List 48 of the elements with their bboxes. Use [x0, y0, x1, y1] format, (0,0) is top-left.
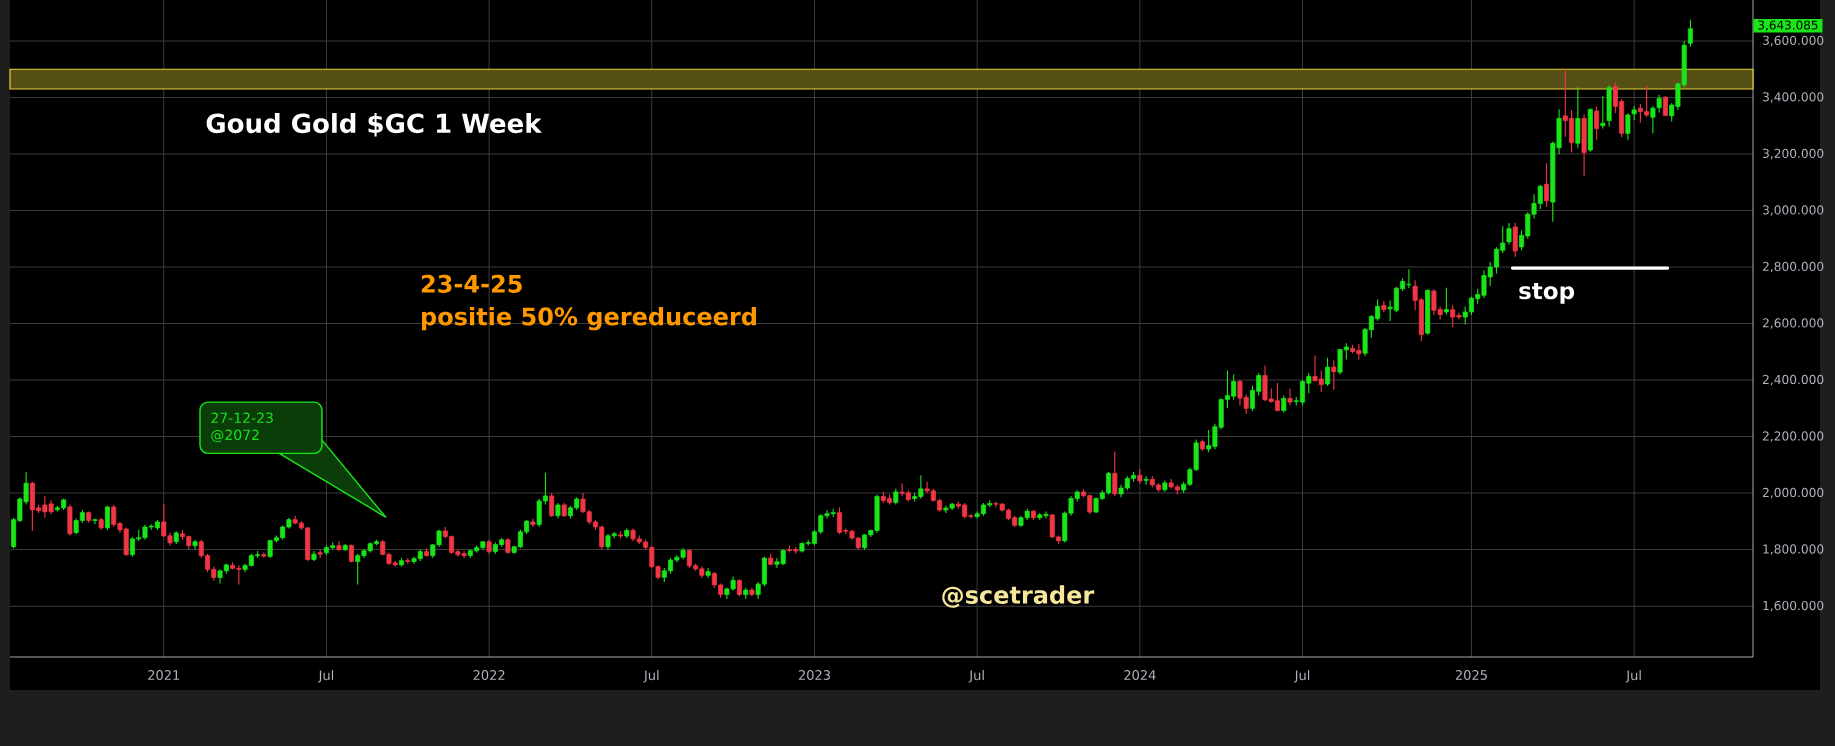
candlestick — [1143, 475, 1149, 486]
candlestick — [1381, 300, 1387, 313]
y-tick-label: 3,200.000 — [1763, 148, 1824, 160]
y-tick-label: 1,600.000 — [1763, 600, 1824, 612]
x-tick-label: Jul — [1294, 670, 1310, 683]
candlestick — [1287, 388, 1293, 407]
candlestick — [1325, 357, 1331, 387]
y-tick-label: 3,000.000 — [1763, 205, 1824, 216]
y-tick-label: 2,600.000 — [1762, 318, 1824, 329]
y-tick-label: 2,400.000 — [1762, 374, 1824, 386]
candlestick — [1443, 287, 1449, 316]
y-tick-label: 3,600.000 — [1763, 35, 1824, 47]
candlestick — [1594, 105, 1600, 141]
x-tick-label: 2021 — [148, 670, 180, 680]
x-tick-label: 2022 — [473, 670, 505, 680]
candlestick — [336, 540, 342, 552]
candlestick — [1600, 95, 1606, 130]
x-tick-label: 2025 — [1455, 670, 1487, 680]
candlestick — [1112, 451, 1118, 497]
y-tick-label: 2,800.000 — [1762, 261, 1824, 273]
y-tick-label: 3,400.000 — [1763, 92, 1824, 103]
x-tick-label: Jul — [643, 670, 659, 683]
text: 3,643.085 — [1758, 20, 1818, 31]
annotation: positie 50% gereduceerd — [422, 306, 756, 331]
candlestick — [549, 492, 555, 518]
candlestick — [1544, 162, 1550, 208]
annotation: 23-4-25 — [421, 274, 522, 293]
y-tick-label: 2,000.000 — [1762, 487, 1824, 499]
annotation: 27-12-23 @2072 — [211, 412, 273, 443]
candlestick — [1650, 105, 1656, 134]
candlestick — [92, 517, 98, 525]
annotation: @scetrader — [942, 585, 1095, 608]
y-tick-label: 2,200.000 — [1762, 431, 1824, 442]
x-tick-label: 2023 — [798, 670, 830, 680]
y-tick-label: 1,800.000 — [1763, 544, 1824, 555]
candlestick — [1331, 359, 1337, 391]
text: Goud Gold $GC 1 Week — [206, 113, 543, 137]
x-tick-label: Jul — [317, 670, 334, 683]
annotation: stop — [1519, 282, 1575, 304]
candlestick — [261, 551, 267, 559]
candlestick — [705, 567, 711, 579]
x-tick-label: 2024 — [1124, 670, 1156, 680]
x-tick-label: Jul — [1625, 670, 1641, 683]
x-tick-label: Jul — [968, 670, 984, 683]
candlestick — [1687, 19, 1693, 48]
candlestick — [1662, 95, 1668, 117]
candlestick — [104, 505, 110, 531]
candlestick — [192, 539, 198, 551]
